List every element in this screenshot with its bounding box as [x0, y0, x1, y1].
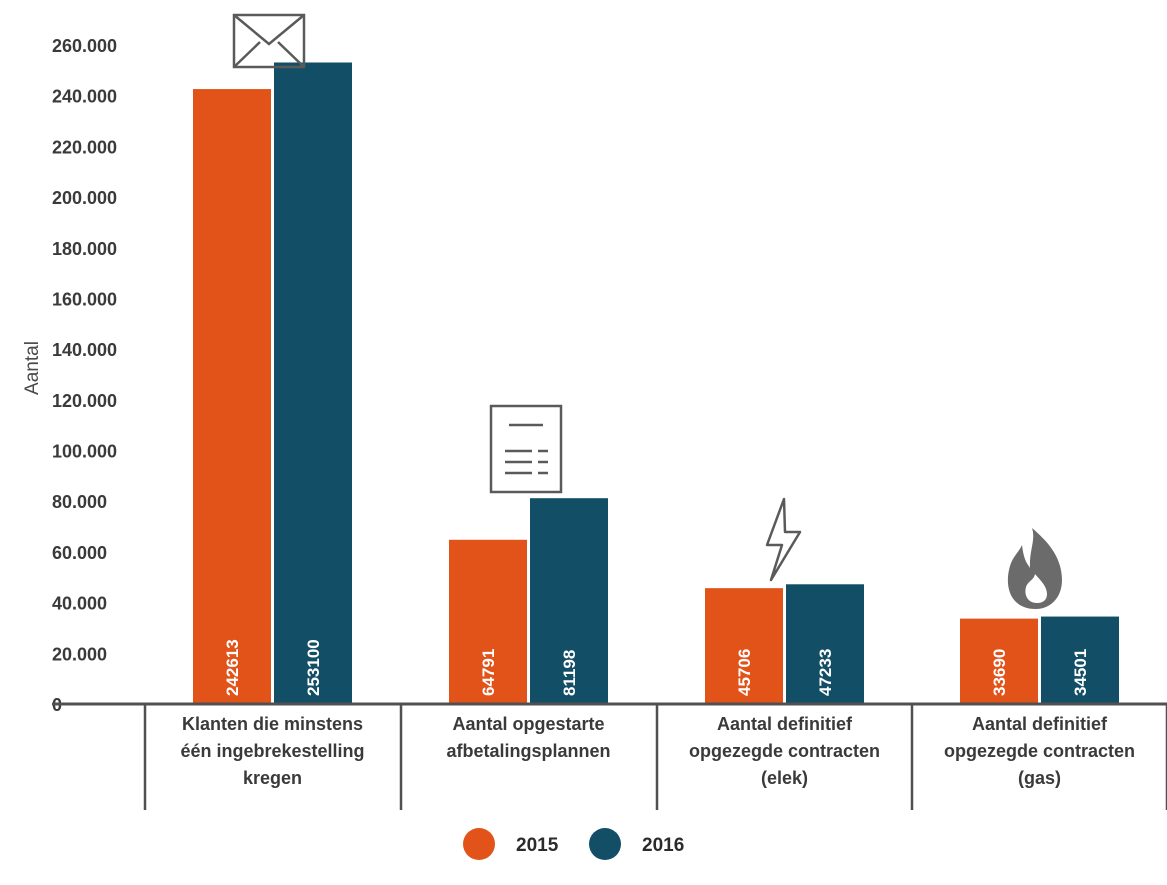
legend-marker-2016: [589, 828, 621, 860]
bar-2015: [193, 89, 271, 704]
document-icon: [491, 406, 561, 492]
legend-marker-2015: [463, 828, 495, 860]
envelope-icon: [234, 15, 304, 67]
category-label: (elek): [761, 768, 808, 788]
category-icons: [234, 15, 1062, 609]
y-tick-label: 260.000: [52, 36, 117, 56]
category-axis: Klanten die minstens één ingebrekestellin…: [52, 704, 1167, 810]
category-label: Aantal definitief: [717, 714, 853, 734]
legend-label: 2015: [516, 835, 559, 856]
flame-icon: [1008, 528, 1062, 609]
category-label: Aantal opgestarte: [452, 714, 604, 734]
y-tick-label: 220.000: [52, 137, 117, 157]
bars: [193, 62, 1119, 704]
data-label: 34501: [1071, 649, 1090, 696]
data-label: 81198: [560, 650, 579, 696]
category-label: Klanten die minstens: [182, 714, 363, 734]
y-axis-ticks: 020.00040.00060.00080.000100.000120.0001…: [52, 36, 117, 715]
y-tick-label: 180.000: [52, 239, 117, 259]
lightning-icon: [767, 499, 800, 580]
data-label: 242613: [223, 639, 242, 696]
y-tick-label: 100.000: [52, 442, 117, 462]
category-label: opgezegde contracten: [689, 741, 880, 761]
category-label: afbetalingsplannen: [446, 741, 610, 761]
y-tick-label: 120.000: [52, 391, 117, 411]
bar-2016: [274, 62, 352, 704]
data-label: 47233: [816, 649, 835, 696]
data-label: 45706: [735, 649, 754, 696]
y-tick-label: 200.000: [52, 188, 117, 208]
y-tick-label: 20.000: [52, 644, 107, 664]
y-tick-label: 240.000: [52, 87, 117, 107]
legend-label: 2016: [642, 835, 684, 856]
y-tick-label: 160.000: [52, 289, 117, 309]
legend: 2015 2016: [463, 828, 684, 860]
data-label: 64791: [479, 649, 498, 696]
category-label: kregen: [243, 768, 302, 788]
y-tick-label: 60.000: [52, 543, 107, 563]
category-label: (gas): [1018, 768, 1061, 788]
category-label: opgezegde contracten: [944, 741, 1135, 761]
category-label: één ingebrekestelling: [180, 741, 364, 761]
y-tick-label: 140.000: [52, 340, 117, 360]
data-label: 33690: [990, 649, 1009, 696]
y-tick-label: 40.000: [52, 594, 107, 614]
y-axis-label: Aantal: [22, 341, 43, 395]
data-label: 253100: [304, 639, 323, 696]
data-labels: 242613 253100 64791 81198 45706 47233 33690 345…: [223, 639, 1090, 696]
y-tick-label: 80.000: [52, 492, 107, 512]
category-label: Aantal definitief: [972, 714, 1108, 734]
